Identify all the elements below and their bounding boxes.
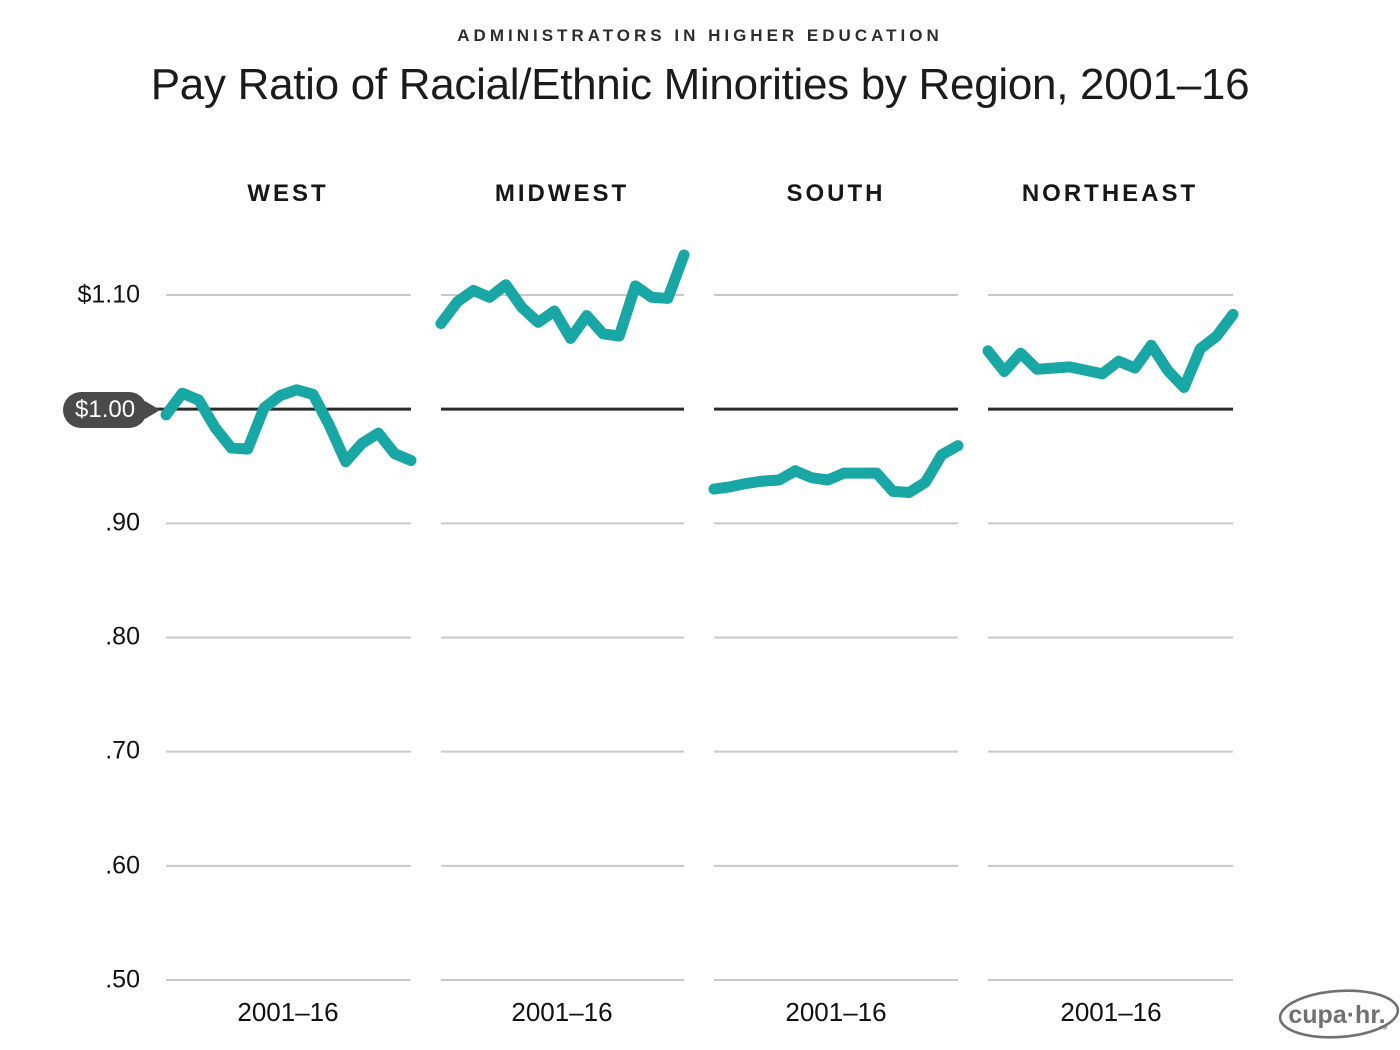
x-axis-label-west: 2001–16 <box>237 997 339 1027</box>
panel-title-west: WEST <box>247 180 329 207</box>
panel-title-south: SOUTH <box>786 180 886 207</box>
panel-title-midwest: MIDWEST <box>494 180 630 207</box>
x-axis-label-northeast: 2001–16 <box>1060 997 1162 1027</box>
chart-title: Pay Ratio of Racial/Ethnic Minorities by… <box>150 60 1250 109</box>
y-tick-90: .90 <box>105 508 140 537</box>
y-tick-110: $1.10 <box>77 280 140 309</box>
y-tick-60: .60 <box>105 851 140 880</box>
y-tick-80: .80 <box>105 622 140 651</box>
y-tick-50: .50 <box>105 965 140 994</box>
x-axis-label-midwest: 2001–16 <box>511 997 613 1027</box>
callout-arrow-icon <box>145 401 161 419</box>
x-axis-label-south: 2001–16 <box>785 997 887 1027</box>
series-line-northeast <box>982 308 1239 393</box>
cupa-hr-logo: cupa·hr. ™ <box>1278 989 1400 1039</box>
logo-tm: ™ <box>1379 1024 1388 1034</box>
series-line-west <box>160 384 417 468</box>
logo-text: cupa·hr. <box>1288 1001 1385 1029</box>
y-tick-70: .70 <box>105 736 140 765</box>
series-line-south <box>708 440 964 498</box>
one-dollar-callout-label: $1.00 <box>75 396 136 423</box>
eyebrow-text: ADMINISTRATORS IN HIGHER EDUCATION <box>457 26 943 45</box>
logo-ellipse-icon <box>1278 989 1400 1039</box>
series-line-midwest <box>435 249 690 344</box>
one-dollar-callout: $1.00 <box>63 392 161 428</box>
panel-title-northeast: NORTHEAST <box>1021 180 1199 207</box>
